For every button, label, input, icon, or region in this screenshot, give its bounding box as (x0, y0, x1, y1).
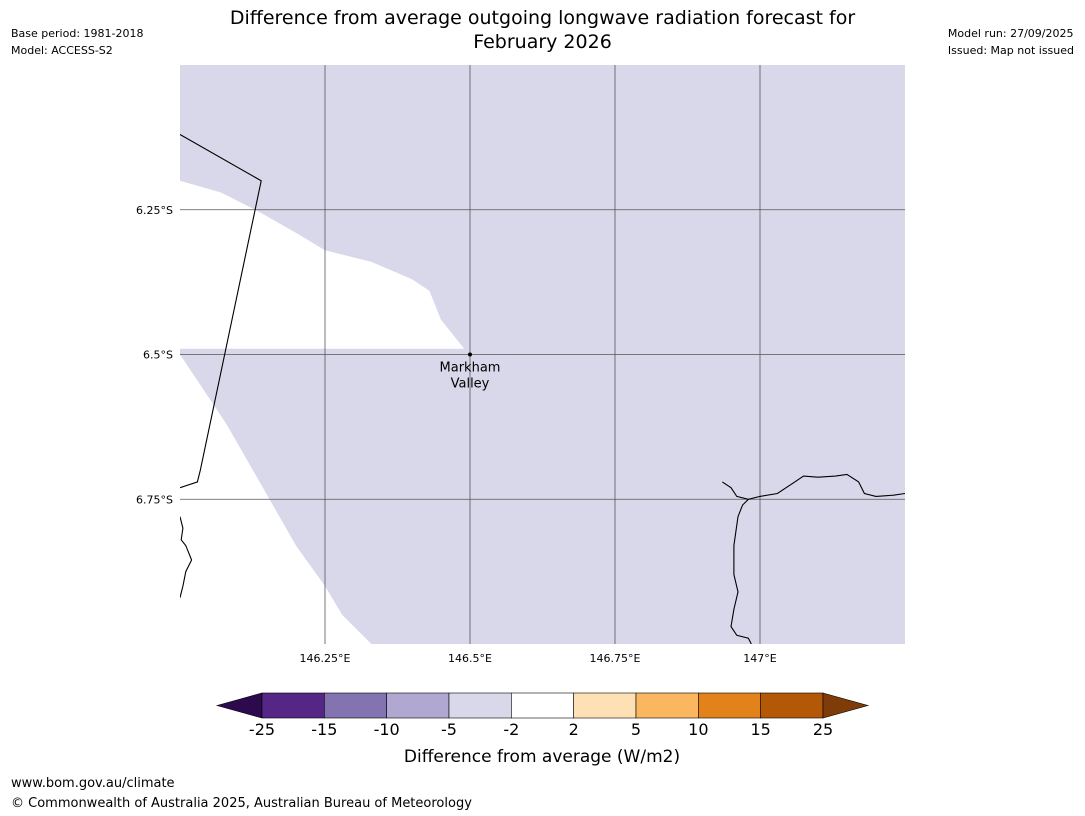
colorbar-segment (324, 692, 387, 719)
lat-tick-label: 6.5°S (143, 349, 173, 362)
coastline-left (180, 516, 193, 598)
place-label-line2: Valley (451, 377, 490, 392)
colorbar-segment (511, 692, 574, 719)
base-period-text: Base period: 1981-2018 (11, 27, 144, 40)
tick-labels: 146.25°E 146.5°E 146.75°E 147°E 6.25°S 6.5°S 6… (136, 204, 777, 665)
meta-right: Model run: 27/09/2025 Issued: Map not is… (948, 25, 1074, 59)
lat-tick-label: 6.75°S (136, 493, 173, 506)
colorbar-tick-label: -25 (249, 720, 275, 739)
lon-tick-label: 146.75°E (590, 652, 641, 665)
colorbar-segment (698, 692, 761, 719)
colorbar-tick-label: -2 (503, 720, 519, 739)
colorbar-segment (635, 692, 699, 719)
colorbar-tick-label: 5 (631, 720, 641, 739)
colorbar-title: Difference from average (W/m2) (404, 747, 680, 767)
colorbar-tick-label: -15 (311, 720, 337, 739)
map-title: Difference from average outgoing longwav… (0, 6, 1085, 54)
lat-tick-label: 6.25°S (136, 204, 173, 217)
meta-left: Base period: 1981-2018 Model: ACCESS-S2 (11, 25, 143, 59)
colorbar-segment (386, 692, 450, 719)
coastline-north (748, 473, 905, 500)
colorbar-segment (448, 692, 512, 719)
colorbar-segment (760, 692, 824, 719)
copyright-text: © Commonwealth of Australia 2025, Austra… (11, 796, 472, 811)
coastline-right (721, 481, 752, 644)
issued-text: Issued: Map not issued (947, 44, 1074, 57)
border-line (180, 134, 262, 489)
model-text: Model: ACCESS-S2 (11, 44, 113, 57)
map-title-line2: February 2026 (473, 31, 612, 53)
map-area (180, 65, 905, 644)
colorbar-tick-label: -10 (374, 720, 400, 739)
colorbar: -25 -15 -10 -5 -2 2 5 10 15 25 (215, 692, 870, 739)
lon-tick-label: 146.25°E (300, 652, 351, 665)
colorbar-tick-label: -5 (441, 720, 457, 739)
colorbar-tick-label: 10 (688, 720, 708, 739)
map-title-line1: Difference from average outgoing longwav… (229, 7, 856, 29)
colorbar-segment (573, 692, 637, 719)
colorbar-tick-label: 25 (813, 720, 833, 739)
colorbar-segment (261, 692, 325, 719)
place-label-line1: Markham (440, 361, 501, 376)
colorbar-under-arrow (215, 692, 263, 719)
lon-tick-label: 146.5°E (448, 652, 492, 665)
model-run-text: Model run: 27/09/2025 (947, 27, 1074, 40)
website-link[interactable]: www.bom.gov.au/climate (11, 776, 175, 791)
colorbar-tick-label: 15 (750, 720, 770, 739)
colorbar-over-arrow (822, 692, 870, 719)
colorbar-tick-label: 2 (569, 720, 579, 739)
place-marker (468, 352, 472, 357)
footer: www.bom.gov.au/climate © Commonwealth of… (11, 774, 472, 814)
lon-tick-label: 147°E (743, 652, 776, 665)
